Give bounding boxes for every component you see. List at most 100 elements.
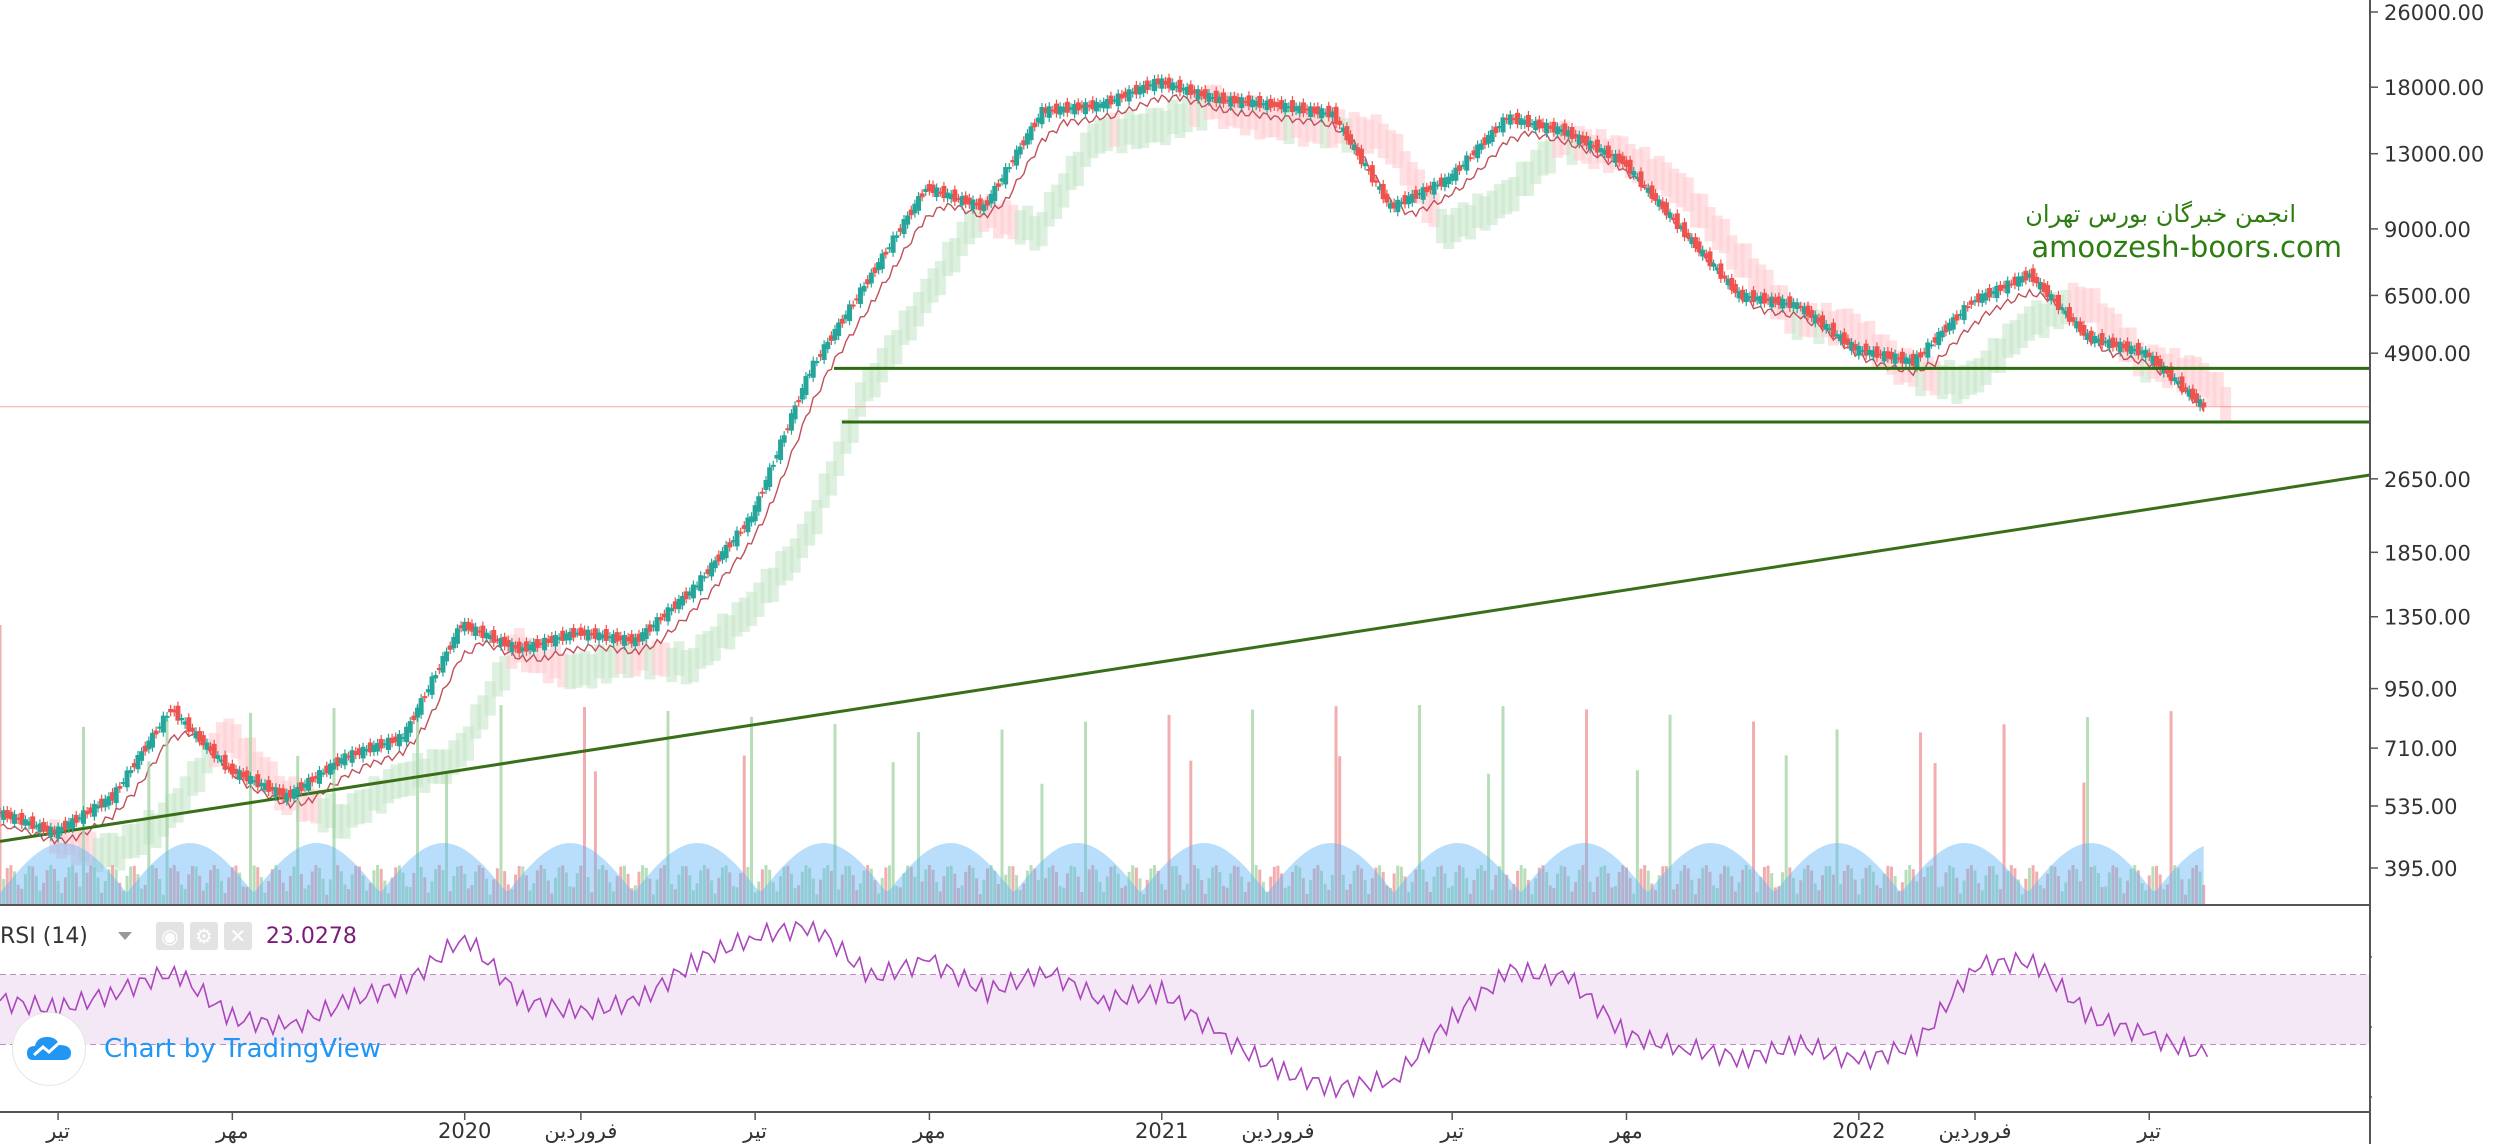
volume-bar: [1058, 885, 1062, 905]
volume-bar: [270, 869, 274, 905]
baseline-line: [0, 93, 2205, 846]
candle-body: [1899, 351, 1905, 364]
candle-body: [1355, 147, 1361, 156]
candle-body: [694, 585, 700, 588]
volume-bar: [553, 877, 557, 905]
eye-icon[interactable]: ◉: [155, 922, 184, 950]
candle-body: [1678, 227, 1684, 230]
volume-bar: [1363, 879, 1367, 905]
volume-bar: [1015, 875, 1019, 905]
candle-body: [465, 621, 471, 631]
ichimoku-cloud-segment: [266, 761, 278, 796]
volume-bar: [2198, 871, 2202, 905]
candle-body: [1718, 263, 1724, 279]
candle-body: [1311, 106, 1317, 114]
volume-bar: [1606, 873, 1610, 905]
candle-body: [1162, 80, 1168, 85]
volume-bar: [1534, 878, 1538, 905]
candle-body: [349, 750, 355, 763]
watermark-site: amoozesh-boors.com: [2031, 230, 2342, 264]
ichimoku-cloud-segment: [1428, 192, 1440, 227]
candle-body: [861, 285, 867, 292]
ichimoku-cloud-segment: [2009, 320, 2021, 355]
rsi-value: 23.0278: [265, 923, 357, 949]
volume-bar: [568, 886, 572, 905]
candle-body: [2139, 350, 2145, 354]
ichimoku-cloud-segment: [949, 238, 961, 273]
candle-body: [792, 405, 798, 420]
candle-body: [120, 782, 126, 785]
volume-bar: [9, 865, 13, 905]
volume-bar: [2100, 887, 2104, 905]
candle-body: [985, 200, 990, 206]
volume-bar: [27, 865, 31, 905]
tradingview-badge[interactable]: Chart by TradingView: [12, 1012, 381, 1086]
candle-body: [81, 810, 87, 824]
candle-body: [295, 786, 301, 796]
candle-body: [2070, 317, 2076, 322]
volume-bar: [572, 887, 576, 905]
ichimoku-cloud-segment: [564, 654, 576, 690]
chevron-down-icon[interactable]: [117, 932, 132, 940]
candle-body: [2135, 343, 2141, 356]
ichimoku-cloud-segment: [1094, 119, 1106, 154]
candle-body: [2019, 276, 2025, 283]
volume-bar: [978, 894, 982, 905]
candle-body: [1725, 279, 1731, 286]
volume-bar: [114, 870, 118, 905]
volume-bar: [219, 880, 223, 905]
volume-bar: [1603, 865, 1607, 905]
volume-bar: [601, 865, 605, 905]
candle-body: [1903, 357, 1909, 364]
ichimoku-cloud-segment: [1813, 309, 1825, 344]
volume-bar: [1487, 773, 1491, 905]
candle-body: [1384, 193, 1390, 203]
ichimoku-cloud-segment: [1406, 161, 1418, 197]
volume-bar: [938, 891, 942, 905]
candle-body: [1395, 199, 1401, 213]
volume-bar: [1261, 881, 1265, 905]
candle-body: [1496, 125, 1502, 129]
candle-body: [676, 598, 682, 610]
volume-bar: [2194, 865, 2198, 905]
candle-body: [1489, 129, 1495, 142]
candle-body: [2008, 283, 2014, 286]
ichimoku-cloud-segment: [796, 523, 808, 559]
volume-bar: [539, 865, 543, 905]
volume-bar: [452, 875, 456, 905]
volume-bar: [1722, 865, 1726, 905]
candle-body: [128, 770, 134, 774]
candle-body: [839, 318, 845, 324]
gear-icon[interactable]: ⚙: [189, 922, 218, 950]
candle-body: [1845, 338, 1851, 345]
ichimoku-cloud-segment: [354, 789, 366, 825]
price-tick-label: 1350.00: [2384, 606, 2471, 630]
volume-bar: [837, 889, 841, 905]
volume-bar: [1977, 883, 1981, 905]
volume-bar: [1781, 872, 1785, 905]
candle-body: [480, 625, 486, 638]
ichimoku-cloud-segment: [1864, 320, 1876, 356]
ichimoku-cloud-segment: [1029, 216, 1041, 251]
candle-body: [847, 304, 853, 322]
candle-body: [1634, 176, 1640, 179]
volume-bar: [691, 890, 695, 905]
ichimoku-cloud-segment: [1944, 359, 1956, 395]
volume-bar: [1588, 881, 1592, 905]
close-icon[interactable]: ✕: [223, 922, 252, 950]
volume-bar: [750, 716, 754, 905]
candle-body: [934, 187, 940, 198]
ichimoku-cloud-segment: [1668, 168, 1680, 203]
ichimoku-cloud-segment: [1922, 356, 1934, 391]
candle-body: [2063, 310, 2069, 315]
candle-body: [73, 814, 79, 823]
ichimoku-cloud-segment: [448, 740, 460, 775]
volume-bar: [2165, 884, 2169, 905]
candle-body: [647, 624, 653, 632]
price-tick-label: 13000.00: [2384, 143, 2484, 167]
candle-body: [77, 817, 83, 820]
candle-body: [1010, 160, 1016, 163]
candle-body: [1525, 114, 1531, 128]
